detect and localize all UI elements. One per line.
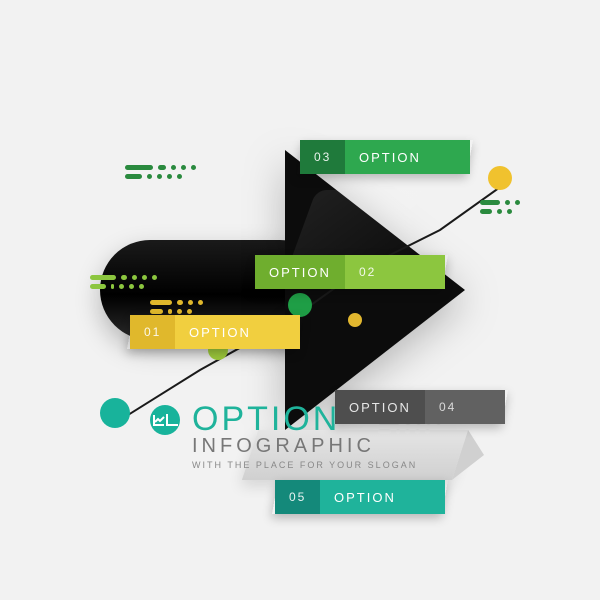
title-slogan: WITH THE PLACE FOR YOUR SLOGAN (192, 460, 417, 470)
option-text: OPTION (334, 490, 396, 505)
dot-amber (348, 313, 362, 327)
option-label-02: OPTION 02 (252, 255, 448, 289)
option-text: OPTION (269, 265, 331, 280)
option-number: 04 (439, 400, 456, 414)
option-number: 05 (289, 490, 306, 504)
dot-teal (100, 398, 130, 428)
decoration (150, 309, 192, 314)
decoration (480, 200, 520, 205)
title-block: OPTION INFOGRAPHIC WITH THE PLACE FOR YO… (150, 400, 417, 470)
option-text: OPTION (189, 325, 251, 340)
option-number: 01 (144, 325, 161, 339)
dot-yellow (488, 166, 512, 190)
option-text: OPTION (359, 150, 421, 165)
decoration (90, 284, 144, 289)
infographic-stage: 01 OPTION OPTION 02 03 OPTION OPTION 04 05 OPTION… (0, 0, 600, 600)
option-number: 02 (359, 265, 376, 279)
dot-green (288, 293, 312, 317)
decoration (480, 209, 512, 214)
option-label-05: 05 OPTION (272, 480, 448, 514)
decoration (125, 174, 182, 179)
option-label-03: 03 OPTION (297, 140, 473, 174)
decoration (150, 300, 203, 305)
title-main: OPTION (192, 400, 340, 439)
title-sub: INFOGRAPHIC (192, 435, 417, 458)
decoration (90, 275, 157, 280)
title-icon (150, 405, 180, 435)
option-label-01: 01 OPTION (127, 315, 303, 349)
option-number: 03 (314, 150, 331, 164)
decoration (125, 165, 196, 170)
